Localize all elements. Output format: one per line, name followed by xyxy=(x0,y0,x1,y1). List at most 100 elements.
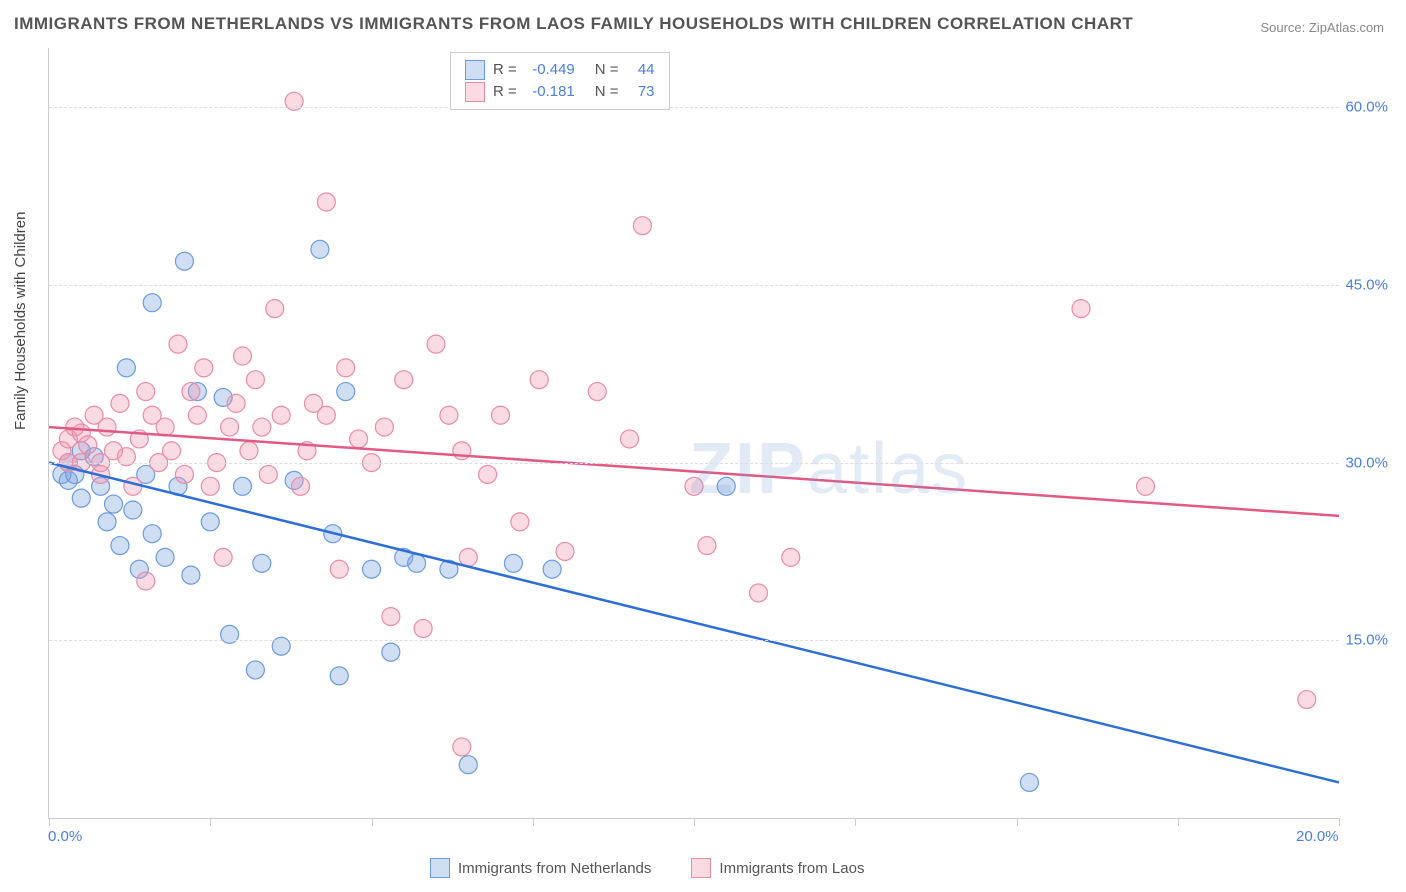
data-point xyxy=(782,548,800,566)
data-point xyxy=(72,489,90,507)
x-tick xyxy=(210,818,211,826)
x-tick xyxy=(694,818,695,826)
y-tick-label: 60.0% xyxy=(1345,99,1388,116)
data-point xyxy=(1072,300,1090,318)
data-point xyxy=(156,418,174,436)
swatch-netherlands-icon xyxy=(430,858,450,878)
legend-item-laos: Immigrants from Laos xyxy=(691,858,864,878)
data-point xyxy=(292,477,310,495)
gridline xyxy=(49,285,1339,286)
data-point xyxy=(375,418,393,436)
data-point xyxy=(350,430,368,448)
data-point xyxy=(1137,477,1155,495)
data-point xyxy=(79,436,97,454)
data-point xyxy=(98,418,116,436)
data-point xyxy=(459,756,477,774)
y-axis-label: Family Households with Children xyxy=(12,212,29,430)
x-tick xyxy=(855,818,856,826)
data-point xyxy=(156,548,174,566)
data-point xyxy=(492,406,510,424)
data-point xyxy=(266,300,284,318)
data-point xyxy=(382,643,400,661)
data-point xyxy=(717,477,735,495)
legend-label-laos: Immigrants from Laos xyxy=(719,860,864,877)
data-point xyxy=(259,465,277,483)
x-tick xyxy=(1017,818,1018,826)
y-tick-label: 15.0% xyxy=(1345,632,1388,649)
swatch-laos-icon xyxy=(691,858,711,878)
data-point xyxy=(117,359,135,377)
data-point xyxy=(311,240,329,258)
data-point xyxy=(234,347,252,365)
data-point xyxy=(317,193,335,211)
chart-plot-area: ZIPatlas xyxy=(48,48,1339,819)
data-point xyxy=(440,406,458,424)
data-point xyxy=(1298,691,1316,709)
data-point xyxy=(175,465,193,483)
data-point xyxy=(621,430,639,448)
gridline xyxy=(49,107,1339,108)
legend-item-netherlands: Immigrants from Netherlands xyxy=(430,858,651,878)
data-point xyxy=(188,406,206,424)
gridline xyxy=(49,640,1339,641)
data-point xyxy=(382,608,400,626)
data-point xyxy=(459,548,477,566)
stats-row-netherlands: R = -0.449 N = 44 xyxy=(465,59,655,81)
data-point xyxy=(111,394,129,412)
legend-label-netherlands: Immigrants from Netherlands xyxy=(458,860,651,877)
data-point xyxy=(1020,773,1038,791)
trend-line xyxy=(49,463,1339,783)
data-point xyxy=(214,548,232,566)
gridline xyxy=(49,463,1339,464)
x-tick-label: 20.0% xyxy=(1296,828,1339,845)
x-tick xyxy=(533,818,534,826)
data-point xyxy=(408,554,426,572)
data-point xyxy=(272,406,290,424)
scatter-svg xyxy=(49,48,1339,818)
x-tick xyxy=(1178,818,1179,826)
data-point xyxy=(221,418,239,436)
data-point xyxy=(201,477,219,495)
data-point xyxy=(633,217,651,235)
data-point xyxy=(143,525,161,543)
stats-row-laos: R = -0.181 N = 73 xyxy=(465,81,655,103)
data-point xyxy=(511,513,529,531)
data-point xyxy=(240,442,258,460)
data-point xyxy=(182,383,200,401)
data-point xyxy=(253,418,271,436)
data-point xyxy=(427,335,445,353)
data-point xyxy=(246,371,264,389)
data-point xyxy=(111,537,129,555)
series-legend: Immigrants from Netherlands Immigrants f… xyxy=(430,858,864,878)
data-point xyxy=(201,513,219,531)
data-point xyxy=(395,371,413,389)
data-point xyxy=(137,383,155,401)
x-tick xyxy=(1339,818,1340,826)
data-point xyxy=(330,667,348,685)
data-point xyxy=(337,359,355,377)
data-point xyxy=(175,252,193,270)
trend-line xyxy=(49,427,1339,516)
data-point xyxy=(317,406,335,424)
y-tick-label: 30.0% xyxy=(1345,454,1388,471)
x-tick xyxy=(372,818,373,826)
data-point xyxy=(530,371,548,389)
data-point xyxy=(504,554,522,572)
data-point xyxy=(253,554,271,572)
data-point xyxy=(330,560,348,578)
source-label: Source: ZipAtlas.com xyxy=(1260,20,1384,35)
chart-title: IMMIGRANTS FROM NETHERLANDS VS IMMIGRANT… xyxy=(14,14,1133,34)
data-point xyxy=(453,738,471,756)
data-point xyxy=(143,294,161,312)
data-point xyxy=(698,537,716,555)
data-point xyxy=(169,335,187,353)
swatch-laos xyxy=(465,82,485,102)
data-point xyxy=(137,572,155,590)
data-point xyxy=(337,383,355,401)
data-point xyxy=(414,619,432,637)
data-point xyxy=(556,542,574,560)
y-tick-label: 45.0% xyxy=(1345,276,1388,293)
x-tick xyxy=(49,818,50,826)
data-point xyxy=(182,566,200,584)
data-point xyxy=(685,477,703,495)
